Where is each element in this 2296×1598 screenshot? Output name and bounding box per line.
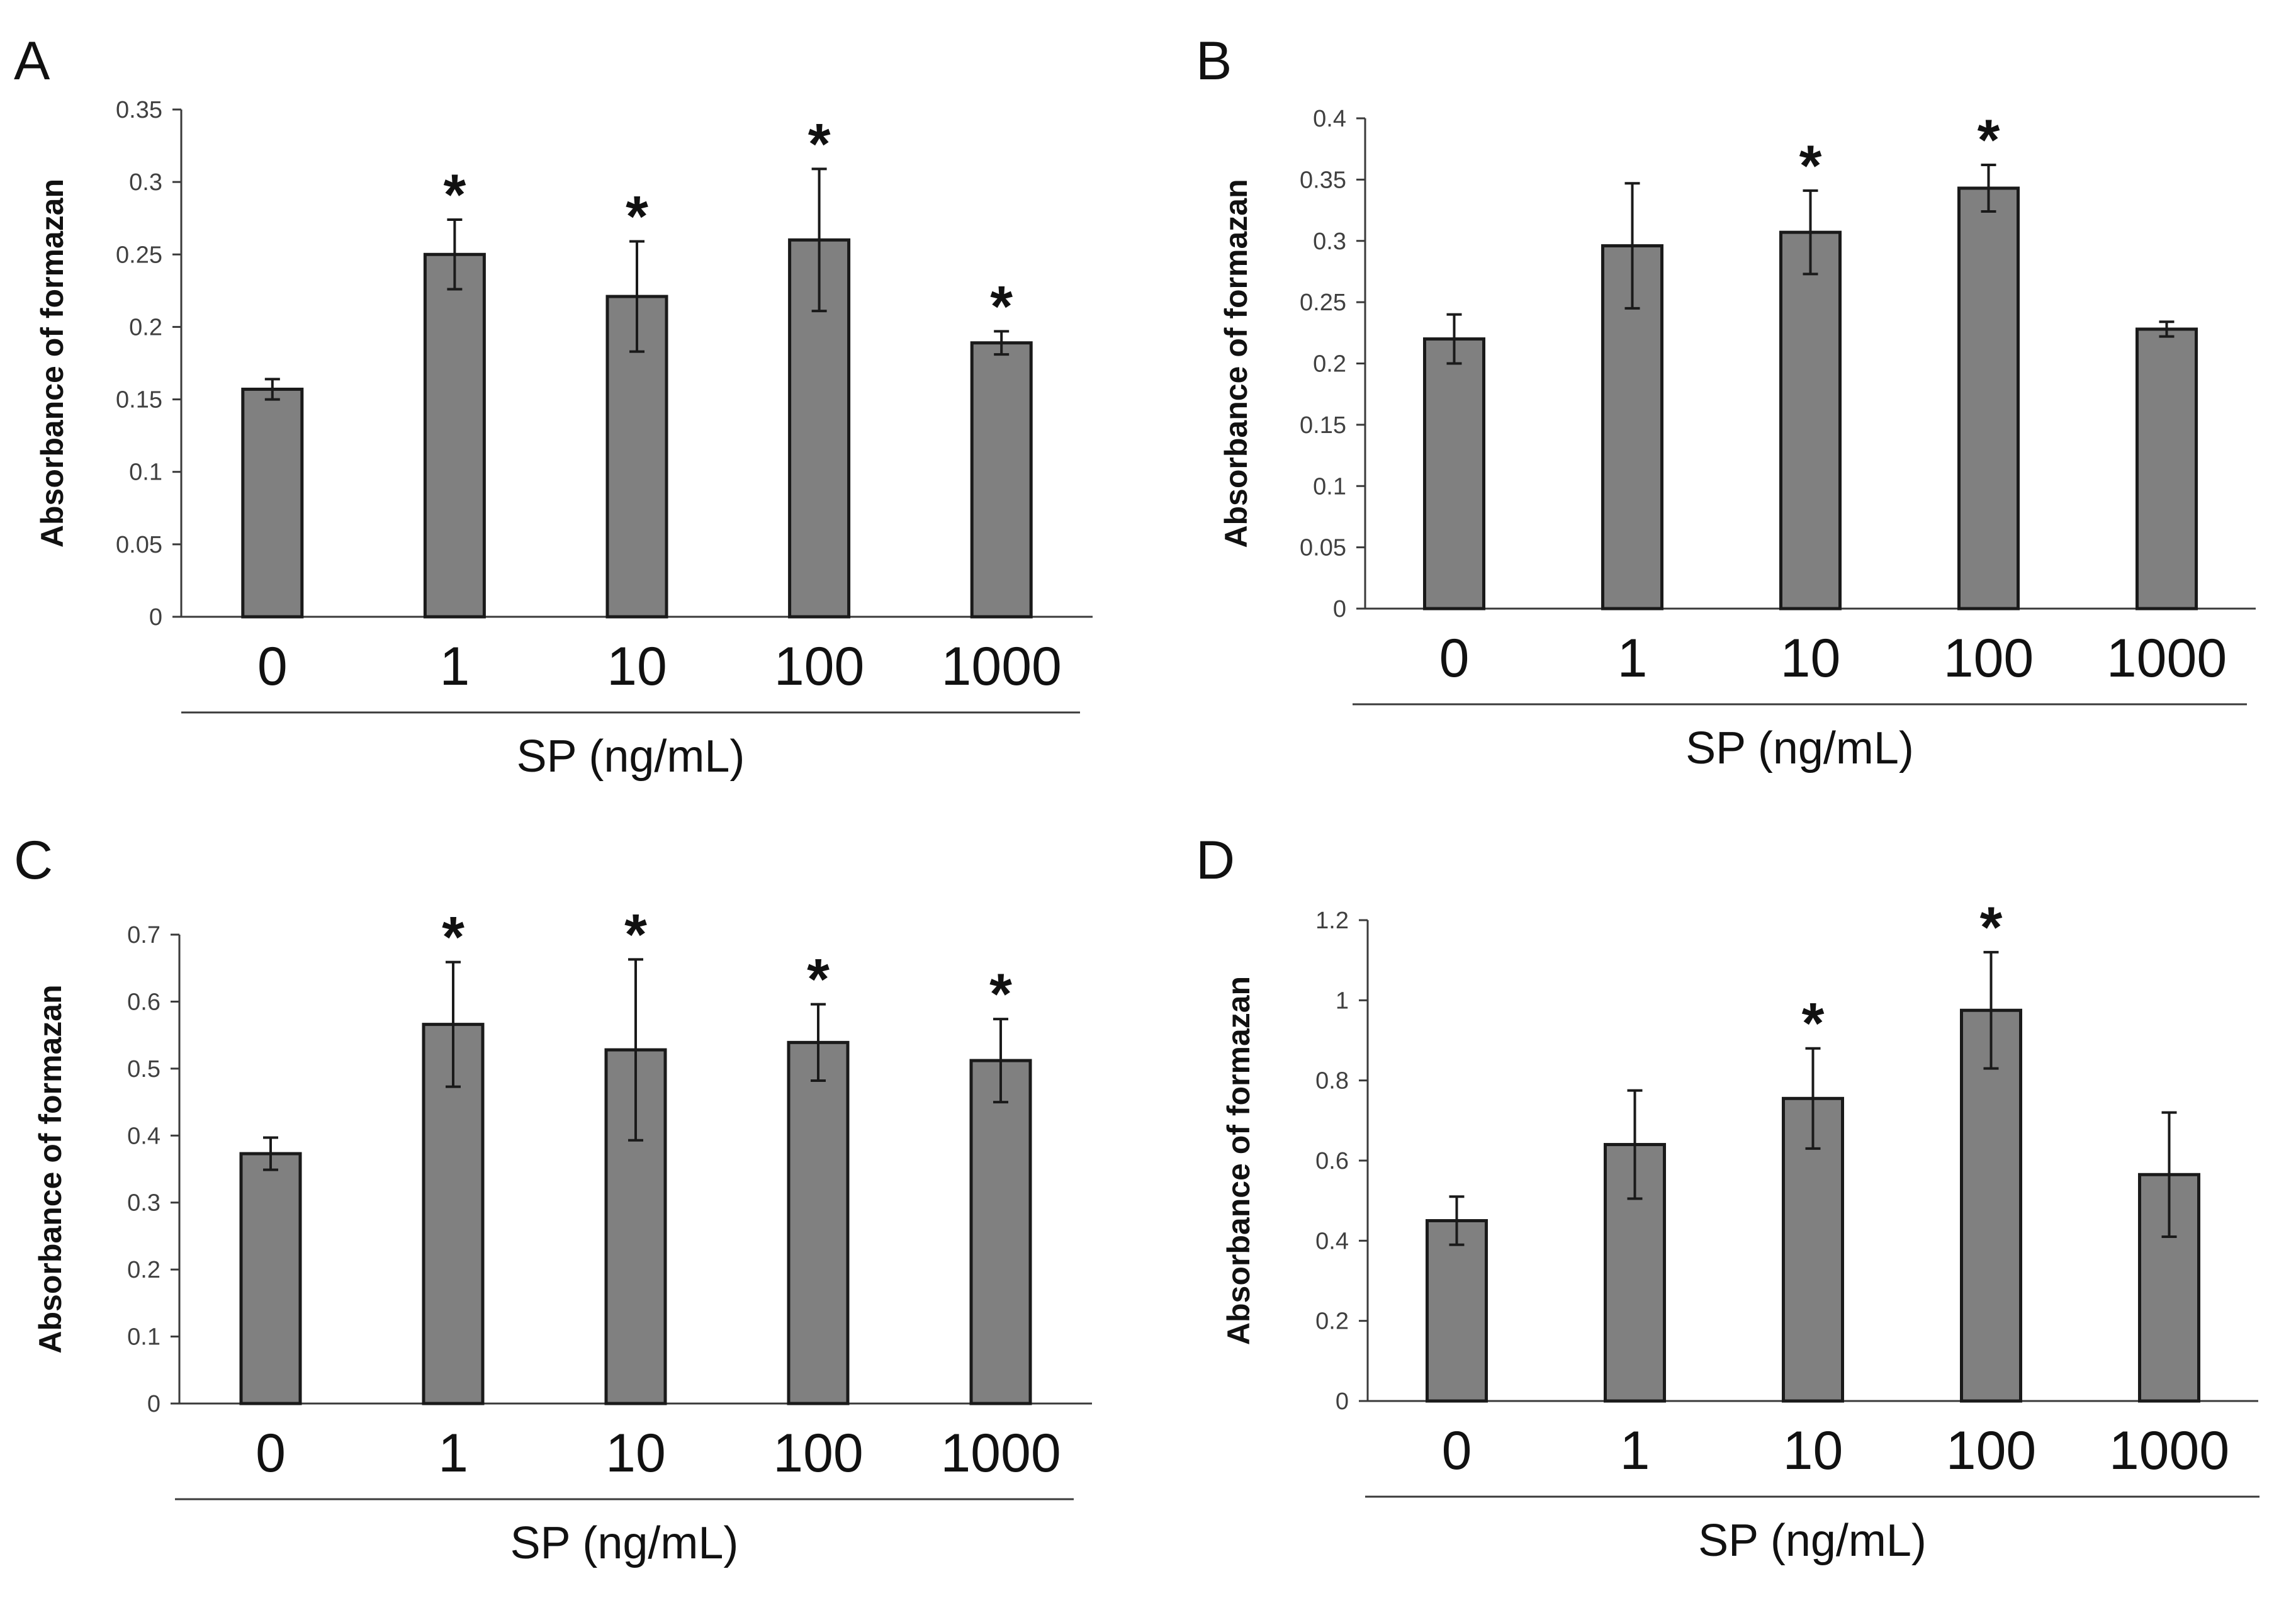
y-tick-label: 0.3: [129, 169, 162, 196]
significance-star: *: [989, 962, 1012, 1027]
x-tick-label: 1: [438, 1423, 468, 1483]
chart-b: B 0 0.05 0.1 0.15 0.2 0.25 0.3 0.35 0.4 0 1 * 10 * 100…: [1196, 31, 2256, 774]
x-tick-label: 1000: [942, 636, 1062, 697]
bar: [239, 1152, 302, 1405]
significance-star: *: [1980, 896, 2003, 960]
chart-a: A 0 0.05 0.1 0.15 0.2 0.25 0.3 0.35 0 * 1 * 10 * 100 * 1…: [14, 31, 1093, 782]
significance-star: *: [1978, 108, 2000, 172]
bar: [241, 387, 304, 619]
panel-letter: D: [1196, 830, 1235, 891]
y-tick-label: 1.2: [1315, 908, 1349, 934]
panel-d: D 0 0.2 0.4 0.6 0.8 1 1.2 0 1 * 10 * 100 1000 SP (ng/m…: [1148, 799, 2296, 1598]
y-tick-label: 0.6: [127, 989, 160, 1015]
bar: [1957, 186, 2020, 611]
x-tick-label: 1000: [2109, 1421, 2229, 1481]
x-tick-label: 0: [256, 1423, 286, 1483]
y-tick-label: 0.15: [116, 387, 162, 414]
y-tick-label: 0.4: [127, 1123, 160, 1149]
y-tick-label: 0.8: [1315, 1068, 1349, 1094]
bar: [1779, 230, 1842, 611]
x-axis-label: SP (ng/mL): [510, 1518, 739, 1568]
x-tick-label: 10: [607, 636, 667, 697]
y-tick-label: 0: [1336, 1388, 1349, 1415]
significance-star: *: [443, 163, 466, 227]
significance-star: *: [807, 948, 830, 1012]
bar: [1426, 1219, 1488, 1403]
y-tick-label: 0.6: [1315, 1148, 1349, 1174]
y-tick-label: 0.2: [129, 314, 162, 340]
x-tick-label: 1: [1618, 628, 1648, 689]
bar: [1423, 337, 1485, 611]
y-tick-label: 0: [1333, 596, 1346, 622]
y-tick-label: 0.15: [1300, 412, 1346, 439]
y-tick-label: 0.2: [127, 1257, 160, 1283]
x-tick-label: 100: [774, 636, 865, 697]
y-tick-label: 0.05: [1300, 535, 1346, 561]
bar: [970, 341, 1033, 619]
panel-letter: A: [14, 31, 50, 91]
panel-b: B 0 0.05 0.1 0.15 0.2 0.25 0.3 0.35 0.4 0 1 * 10 * 100…: [1148, 0, 2296, 799]
y-tick-label: 0.35: [1300, 167, 1346, 193]
bar: [969, 1059, 1032, 1405]
y-axis-label: Absorbance of formazan: [1221, 976, 1256, 1345]
y-tick-label: 0.4: [1315, 1228, 1349, 1254]
bar: [605, 295, 668, 619]
y-tick-label: 0.7: [127, 922, 160, 948]
y-tick-label: 1: [1336, 987, 1349, 1014]
x-tick-label: 0: [257, 636, 288, 697]
y-tick-label: 0.25: [116, 242, 162, 268]
panel-letter: C: [14, 830, 53, 891]
x-axis-label: SP (ng/mL): [517, 731, 745, 782]
x-tick-label: 0: [1439, 628, 1470, 689]
x-tick-label: 1000: [2107, 628, 2227, 689]
y-tick-label: 0.2: [1313, 351, 1346, 378]
y-tick-label: 0.3: [127, 1190, 160, 1217]
y-tick-label: 0.1: [1313, 473, 1346, 500]
bar: [1960, 1008, 2022, 1403]
chart-c: C 0 0.1 0.2 0.3 0.4 0.5 0.6 0.7 0 * 1 * 10 * 100 * 1000 S…: [14, 830, 1092, 1568]
panel-c: C 0 0.1 0.2 0.3 0.4 0.5 0.6 0.7 0 * 1 * 10 * 100 * 1000 S…: [0, 799, 1148, 1598]
x-tick-label: 100: [1946, 1421, 2037, 1481]
y-tick-label: 0.1: [129, 459, 162, 486]
x-tick-label: 100: [773, 1423, 864, 1483]
y-tick-label: 0.05: [116, 532, 162, 558]
x-tick-label: 10: [605, 1423, 666, 1483]
x-tick-label: 0: [1442, 1421, 1472, 1481]
y-tick-label: 0.5: [127, 1056, 160, 1083]
x-tick-label: 1: [439, 636, 470, 697]
y-tick-label: 0.1: [127, 1324, 160, 1351]
bar: [423, 252, 486, 619]
y-axis-label: Absorbance of formazan: [1218, 179, 1254, 548]
y-tick-label: 0: [149, 604, 162, 631]
x-tick-label: 100: [1944, 628, 2034, 689]
y-axis-label: Absorbance of formazan: [35, 179, 70, 548]
significance-star: *: [990, 274, 1013, 339]
x-axis-label: SP (ng/mL): [1685, 723, 1914, 774]
y-tick-label: 0.35: [116, 97, 162, 123]
bar: [2136, 327, 2198, 611]
significance-star: *: [1799, 134, 1822, 198]
panel-letter: B: [1196, 31, 1232, 91]
x-tick-label: 1: [1620, 1421, 1650, 1481]
y-tick-label: 0.4: [1313, 106, 1346, 132]
chart-d: D 0 0.2 0.4 0.6 0.8 1 1.2 0 1 * 10 * 100 1000 SP (ng/m…: [1196, 830, 2259, 1566]
x-tick-label: 10: [1783, 1421, 1843, 1481]
significance-star: *: [808, 112, 831, 176]
significance-star: *: [1802, 992, 1825, 1056]
bar: [787, 1040, 850, 1405]
significance-star: *: [624, 903, 647, 967]
panel-a: A 0 0.05 0.1 0.15 0.2 0.25 0.3 0.35 0 * 1 * 10 * 100 * 1…: [0, 0, 1148, 799]
significance-star: *: [626, 185, 648, 249]
x-axis-label: SP (ng/mL): [1698, 1516, 1927, 1566]
significance-star: *: [442, 906, 464, 970]
x-tick-label: 1000: [940, 1423, 1061, 1483]
y-tick-label: 0.3: [1313, 228, 1346, 255]
y-tick-label: 0.2: [1315, 1308, 1349, 1335]
x-tick-label: 10: [1781, 628, 1841, 689]
y-tick-label: 0: [147, 1391, 160, 1417]
y-tick-label: 0.25: [1300, 290, 1346, 316]
y-axis-label: Absorbance of formazan: [33, 984, 68, 1353]
